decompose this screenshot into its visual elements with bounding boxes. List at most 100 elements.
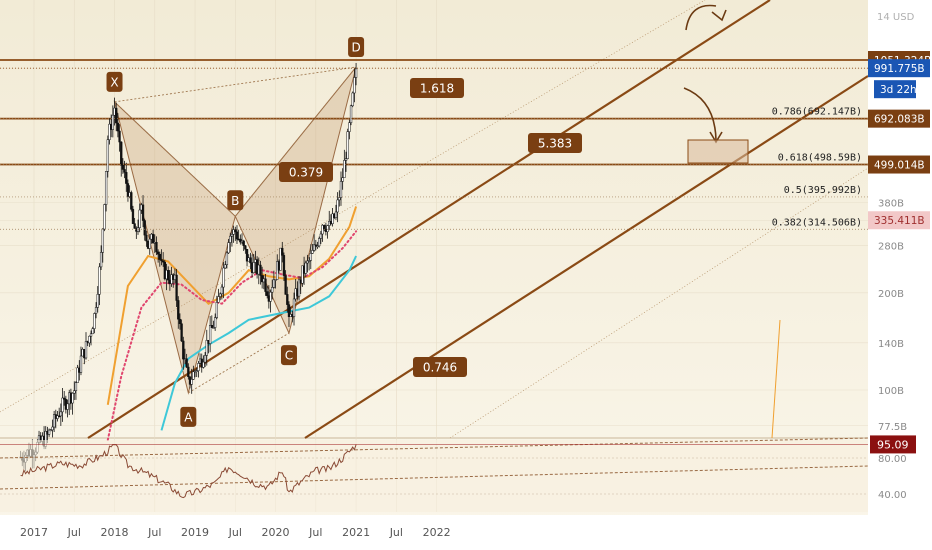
candle-body: [269, 291, 272, 302]
candle-body: [74, 382, 78, 391]
candle-body: [215, 302, 218, 318]
candle-body: [266, 291, 269, 296]
candle-body: [79, 355, 83, 373]
candle-body: [349, 105, 353, 123]
pattern-point-bg: [227, 190, 244, 211]
projection-arrowhead-up: [711, 9, 727, 22]
candle-body: [205, 339, 208, 356]
candle-body: [312, 244, 316, 251]
candle-body: [76, 367, 79, 383]
candle-body: [180, 323, 183, 342]
y-tick-label: 100B: [878, 386, 904, 397]
x-tick-label: Jul: [389, 526, 403, 539]
fib-label: 0.382(314.506B): [772, 217, 862, 228]
candle-body: [301, 265, 304, 284]
candle-body: [138, 209, 141, 228]
candle-body: [103, 204, 106, 230]
pattern-point-labels: X A B C D: [106, 37, 365, 427]
candle-body: [89, 333, 93, 337]
pattern-ac-line: [188, 332, 290, 394]
candle-body: [182, 340, 185, 360]
fib-label: 0.786(692.147B): [772, 107, 862, 118]
candle-body: [318, 238, 321, 247]
candle-body: [123, 169, 126, 173]
candle-body: [229, 235, 232, 243]
candle-body: [274, 279, 277, 281]
candle-body: [93, 313, 96, 329]
indicator-background: [0, 440, 868, 512]
candle-body: [185, 358, 188, 368]
x-tick-label: 2022: [423, 526, 451, 539]
candle-body: [118, 130, 121, 143]
candle-body: [287, 304, 291, 317]
projection-curve-up: [685, 4, 717, 31]
candle-body: [323, 225, 326, 230]
candle-body: [220, 286, 224, 295]
price-badge: 3d 22h: [880, 84, 917, 96]
y-tick-label: 380B: [878, 199, 904, 210]
candle-body: [66, 403, 69, 410]
candle-body: [116, 122, 120, 132]
currency-unit: 14 USD: [877, 12, 915, 23]
candle-body: [91, 328, 94, 335]
pattern-point-bg: [280, 345, 297, 366]
candle-body: [203, 355, 207, 363]
candle-body: [143, 220, 146, 236]
channel-outer-lower: [449, 167, 869, 439]
ratio-label-bg: [413, 357, 467, 377]
fib-label: 0.618(498.59B): [778, 153, 862, 164]
price-badge-bg: [868, 59, 930, 78]
candle-body: [47, 429, 51, 435]
candle-body: [131, 209, 135, 224]
candle-body: [126, 183, 130, 197]
candle-body: [101, 228, 104, 253]
moving-average-line: [106, 230, 358, 441]
price-badge-bg: [874, 80, 916, 99]
price-candles: [19, 63, 358, 472]
candle-body: [244, 245, 247, 250]
candle-body: [104, 171, 108, 205]
candle-body: [49, 429, 52, 432]
candle-body: [334, 211, 338, 218]
candle-body: [160, 259, 163, 262]
price-axis[interactable]: 380B 280B 200B 140B 100B 77.5B: [878, 199, 907, 433]
indicator-pane: 80.00 40.00 95.09: [0, 435, 916, 512]
candle-body: [175, 274, 178, 301]
time-axis[interactable]: 2017 Jul 2018 Jul 2019 Jul 2020 Jul 2021 Jul 2022: [20, 526, 451, 539]
y-tick-label: 280B: [878, 242, 904, 253]
price-badge: 499.014B: [874, 160, 925, 172]
candle-body: [120, 141, 123, 166]
target-zone-box: [687, 139, 749, 164]
harmonic-pattern: [113, 66, 357, 395]
pattern-xd-line: [114, 66, 357, 103]
time-axis-panel: [0, 515, 932, 550]
candle-body: [197, 363, 200, 371]
pattern-bd-line: [234, 66, 357, 217]
price-badge: 692.083B: [874, 114, 925, 126]
x-tick-label: Jul: [147, 526, 161, 539]
candle-body: [167, 270, 170, 281]
candle-body: [98, 266, 101, 295]
candle-body: [222, 267, 225, 288]
candle-body: [115, 107, 118, 124]
candle-body: [336, 199, 339, 213]
candle-body: [341, 177, 344, 182]
candle-body: [272, 279, 276, 288]
candle-body: [242, 240, 245, 247]
candle-body: [219, 293, 222, 297]
ratio-label: 5.383: [538, 137, 572, 151]
pattern-point-label: C: [285, 349, 293, 363]
candle-body: [192, 371, 195, 380]
candle-body: [212, 327, 215, 329]
candle-body: [51, 426, 54, 431]
candle-body: [279, 247, 282, 271]
candle-body: [282, 255, 286, 276]
ratio-label: 0.746: [423, 361, 457, 375]
candle-body: [354, 68, 358, 78]
orange-spike-line: [771, 319, 781, 439]
fib-label: 0.5(395.992B): [784, 185, 862, 196]
candle-body: [99, 252, 103, 268]
candle-body: [73, 390, 76, 394]
x-tick-label: 2017: [20, 526, 48, 539]
